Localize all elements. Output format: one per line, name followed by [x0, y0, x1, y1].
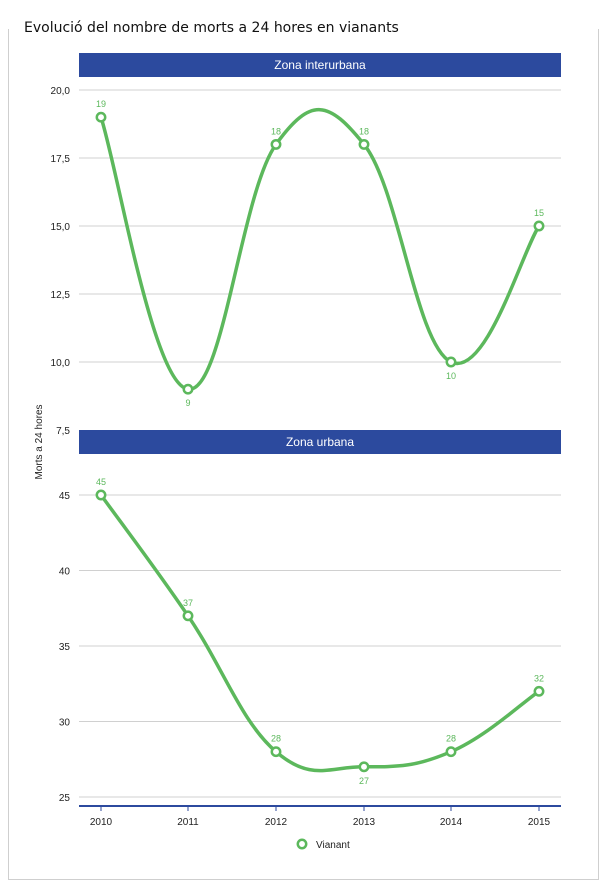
y-tick-label: 30 [59, 718, 71, 729]
data-point [358, 761, 370, 773]
data-label: 15 [534, 208, 544, 218]
y-tick-label: 40 [59, 567, 71, 578]
panel-header-bar [79, 430, 561, 454]
data-label: 28 [446, 734, 456, 744]
data-label: 9 [185, 398, 190, 408]
x-tick-label: 2015 [528, 817, 551, 828]
data-point [182, 610, 194, 622]
y-tick-label: 45 [59, 491, 71, 502]
data-point [533, 685, 545, 697]
y-tick-label: 12,5 [51, 290, 71, 301]
legend: Vianant [296, 838, 350, 851]
panel-title: Zona urbana [286, 435, 354, 449]
data-point [270, 138, 282, 150]
data-point [95, 489, 107, 501]
y-tick-label: 17,5 [51, 154, 71, 165]
x-tick-label: 2011 [177, 817, 199, 828]
page-title: Evolució del nombre de morts a 24 hores … [24, 20, 399, 36]
panel-urbana: 45 40 35 30 25 45 37 28 27 28 32 [59, 477, 561, 804]
data-label: 27 [359, 776, 369, 786]
y-tick-label: 10,0 [51, 358, 71, 369]
series-line-vianant [99, 493, 540, 773]
y-axis-label: Morts a 24 hores [34, 404, 45, 479]
data-label: 18 [271, 126, 281, 136]
y-tick-label: 20,0 [51, 86, 71, 97]
panel-header-interurbana: Zona interurbana [79, 53, 561, 77]
data-label: 37 [183, 598, 193, 608]
y-tick-label: 7,5 [56, 426, 70, 437]
data-label: 32 [534, 673, 544, 683]
data-point [182, 383, 194, 395]
data-label: 45 [96, 477, 106, 487]
data-point [270, 746, 282, 758]
data-point [445, 356, 457, 368]
panel-header-urbana: Zona urbana [79, 430, 561, 454]
legend-label: Vianant [316, 840, 350, 851]
data-point [95, 111, 107, 123]
panel-header-bar [79, 53, 561, 77]
panel-title: Zona interurbana [274, 58, 366, 72]
data-point [533, 220, 545, 232]
y-tick-label: 15,0 [51, 222, 71, 233]
x-tick-label: 2012 [265, 817, 288, 828]
data-point [445, 746, 457, 758]
x-tick-label: 2010 [90, 817, 113, 828]
x-axis: 2010 2011 2012 2013 2014 2015 [79, 805, 561, 828]
legend-marker [296, 838, 308, 850]
chart-frame [8, 29, 599, 880]
data-label: 28 [271, 734, 281, 744]
data-label: 10 [446, 371, 456, 381]
panel-interurbana: 20,0 17,5 15,0 12,5 10,0 7,5 19 9 18 18 10 15 [51, 86, 561, 437]
y-tick-label: 35 [59, 642, 71, 653]
y-tick-label: 25 [59, 793, 71, 804]
data-point [358, 138, 370, 150]
x-tick-label: 2013 [353, 817, 376, 828]
series-line-vianant [99, 107, 541, 391]
x-tick-label: 2014 [440, 817, 463, 828]
data-label: 19 [96, 99, 106, 109]
data-label: 18 [359, 126, 369, 136]
chart-panels: 20,0 17,5 15,0 12,5 10,0 7,5 19 9 18 18 10 15 45 40 35… [51, 86, 561, 804]
